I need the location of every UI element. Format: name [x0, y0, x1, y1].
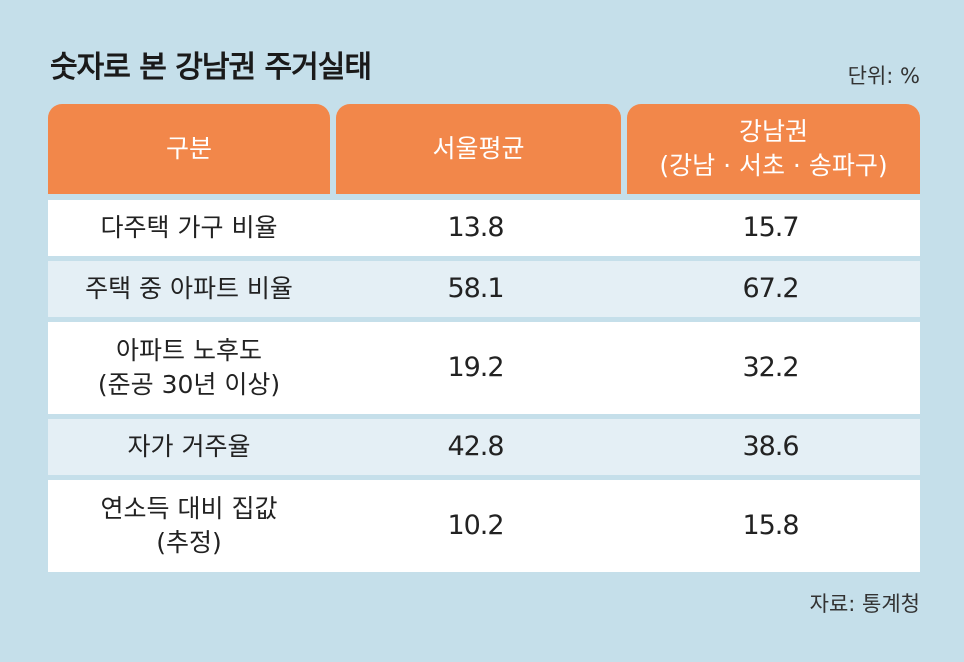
- gangnam-value: 32.2: [742, 351, 799, 383]
- header-seoul-average: 서울평균: [336, 104, 621, 194]
- row-label: 자가 거주율: [127, 432, 251, 462]
- header-category: 구분: [48, 104, 330, 194]
- row-label: 아파트 노후도: [116, 336, 262, 366]
- row-label-cell: 아파트 노후도 (준공 30년 이상): [48, 334, 330, 402]
- seoul-value: 10.2: [447, 509, 504, 541]
- data-table: 구분 서울평균 강남권 (강남 · 서초 · 송파구) 다주택 가구 비율 13…: [48, 104, 920, 577]
- row-label-cell: 다주택 가구 비율: [48, 211, 330, 245]
- table-header: 구분 서울평균 강남권 (강남 · 서초 · 송파구): [48, 104, 920, 194]
- gangnam-value: 15.7: [742, 211, 799, 243]
- row-label: 연소득 대비 집값: [100, 494, 278, 524]
- table-row: 다주택 가구 비율 13.8 15.7: [48, 200, 920, 256]
- header-gangnam-sublabel: (강남 · 서초 · 송파구): [659, 151, 888, 180]
- table-row: 연소득 대비 집값 (추정) 10.2 15.8: [48, 480, 920, 572]
- row-label-cell: 주택 중 아파트 비율: [48, 272, 330, 306]
- row-label-cell: 자가 거주율: [48, 430, 330, 464]
- row-sublabel: (추정): [156, 528, 222, 557]
- chart-title: 숫자로 본 강남권 주거실태: [50, 50, 372, 85]
- header-seoul-label: 서울평균: [432, 134, 525, 164]
- table-row: 자가 거주율 42.8 38.6: [48, 419, 920, 475]
- header-category-label: 구분: [165, 134, 212, 164]
- seoul-value: 13.8: [447, 211, 504, 243]
- table-row: 주택 중 아파트 비율 58.1 67.2: [48, 261, 920, 317]
- gangnam-value: 67.2: [742, 272, 799, 304]
- gangnam-value: 15.8: [742, 509, 799, 541]
- seoul-value: 42.8: [447, 430, 504, 462]
- row-label: 다주택 가구 비율: [100, 213, 278, 243]
- seoul-value: 19.2: [447, 351, 504, 383]
- header-gangnam: 강남권 (강남 · 서초 · 송파구): [627, 104, 920, 194]
- table-row: 아파트 노후도 (준공 30년 이상) 19.2 32.2: [48, 322, 920, 414]
- row-label-cell: 연소득 대비 집값 (추정): [48, 492, 330, 560]
- gangnam-value: 38.6: [742, 430, 799, 462]
- header-gangnam-label: 강남권: [738, 117, 808, 147]
- table-body: 다주택 가구 비율 13.8 15.7 주택 중 아파트 비율 58.1 67.…: [48, 200, 920, 572]
- seoul-value: 58.1: [447, 272, 504, 304]
- unit-label: 단위: %: [847, 64, 920, 88]
- row-sublabel: (준공 30년 이상): [97, 370, 281, 399]
- source-label: 자료: 통계청: [809, 592, 920, 616]
- row-label: 주택 중 아파트 비율: [85, 274, 293, 304]
